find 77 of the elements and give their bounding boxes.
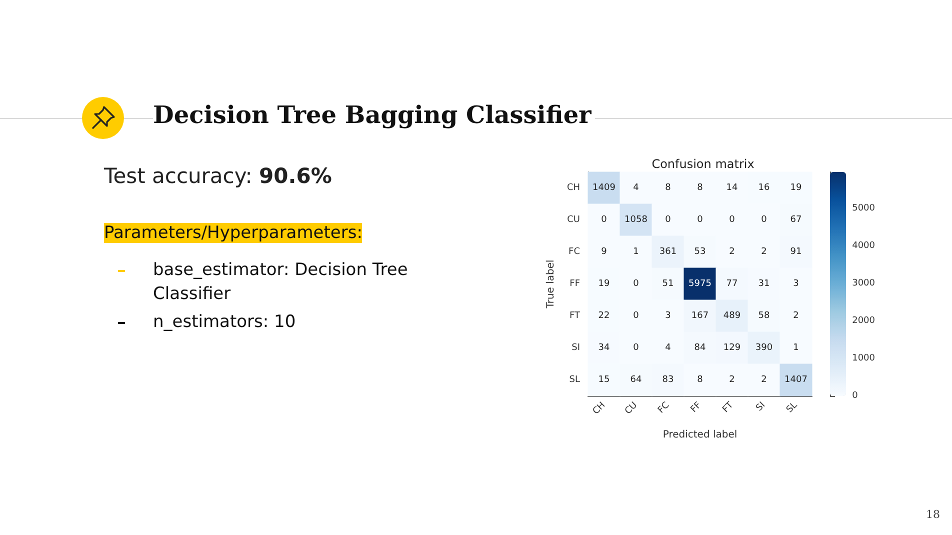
x-tick-label: SI xyxy=(754,400,768,414)
data-label: 19 xyxy=(790,183,802,193)
data-label: 16 xyxy=(758,183,770,193)
color-bar-label: 5000 xyxy=(852,204,876,214)
data-label: 9 xyxy=(601,247,608,257)
data-label: 167 xyxy=(691,311,709,321)
data-label: 8 xyxy=(697,183,704,193)
y-axis-title: True label xyxy=(546,260,556,310)
data-label: 0 xyxy=(633,343,640,353)
y-tick-label: CU xyxy=(567,215,580,225)
data-label: 5975 xyxy=(688,279,712,289)
data-label: 2 xyxy=(793,311,799,321)
color-bar-label: 4000 xyxy=(852,241,876,252)
data-label: 15 xyxy=(598,375,610,385)
data-label: 0 xyxy=(729,215,736,225)
x-tick-label: CU xyxy=(623,400,640,417)
data-label: 2 xyxy=(729,375,735,385)
x-tick-label: CH xyxy=(591,400,608,417)
data-label: 53 xyxy=(694,247,706,257)
data-label: 390 xyxy=(755,343,773,353)
x-tick-label: FF xyxy=(689,400,704,415)
x-tick-label: SL xyxy=(784,400,800,416)
data-label: 1 xyxy=(793,343,799,353)
data-label: 31 xyxy=(758,279,770,289)
data-label: 8 xyxy=(697,375,704,385)
color-bar-label: 3000 xyxy=(852,278,876,289)
x-axis-title: Predicted label xyxy=(662,430,738,440)
color-bar-label: 1000 xyxy=(852,354,876,364)
data-label: 14 xyxy=(726,183,738,193)
data-label: 1407 xyxy=(784,375,808,385)
data-label: 3 xyxy=(665,311,671,321)
data-label: 83 xyxy=(662,375,674,385)
data-label: 489 xyxy=(723,311,741,321)
text: Parameters/Hyperparameters: xyxy=(104,223,362,243)
data-label: 4 xyxy=(665,343,672,353)
data-label: 51 xyxy=(662,279,674,289)
data-label: 2 xyxy=(761,247,767,257)
data-label: 0 xyxy=(697,215,704,225)
data-label: 2 xyxy=(761,375,767,385)
data-label: 1058 xyxy=(624,215,648,225)
data-label: 0 xyxy=(633,311,640,321)
color-bar-label: 0 xyxy=(852,391,858,401)
data-label: 2 xyxy=(729,247,735,257)
data-label: 58 xyxy=(758,311,770,321)
color-bar-label: 2000 xyxy=(852,316,876,326)
data-label: 84 xyxy=(694,343,706,353)
data-label: 0 xyxy=(633,279,640,289)
text: Decision Tree Bagging Classifier xyxy=(153,100,596,129)
data-label: 4 xyxy=(633,183,640,193)
text: 18 xyxy=(926,508,940,521)
data-label: 34 xyxy=(598,343,610,353)
data-label: 1409 xyxy=(592,183,616,193)
data-label: 361 xyxy=(659,247,677,257)
data-label: 129 xyxy=(723,343,741,353)
data-label: 0 xyxy=(665,215,672,225)
data-label: 1 xyxy=(633,247,639,257)
x-tick-label: FC xyxy=(656,400,672,416)
data-label: 8 xyxy=(665,183,672,193)
text: Test accuracy: 90.6% xyxy=(104,164,332,188)
y-tick-label: FC xyxy=(568,247,580,257)
data-label: 22 xyxy=(598,311,610,321)
data-label: 67 xyxy=(790,215,802,225)
y-tick-label: SI xyxy=(572,343,580,353)
y-tick-label: FT xyxy=(569,311,580,321)
y-tick-label: CH xyxy=(566,183,580,193)
data-label: 19 xyxy=(598,279,610,289)
y-tick-label: FF xyxy=(570,279,580,289)
data-label: 64 xyxy=(630,375,642,385)
data-label: 77 xyxy=(726,279,738,289)
y-tick-label: SL xyxy=(569,375,580,385)
data-label: 3 xyxy=(793,279,799,289)
data-label: 91 xyxy=(790,247,802,257)
x-tick-label: FT xyxy=(721,400,736,415)
data-label: 0 xyxy=(761,215,768,225)
chart-title: Confusion matrix xyxy=(652,157,754,171)
data-label: 0 xyxy=(601,215,608,225)
text: n_estimators: 10 xyxy=(153,311,297,334)
